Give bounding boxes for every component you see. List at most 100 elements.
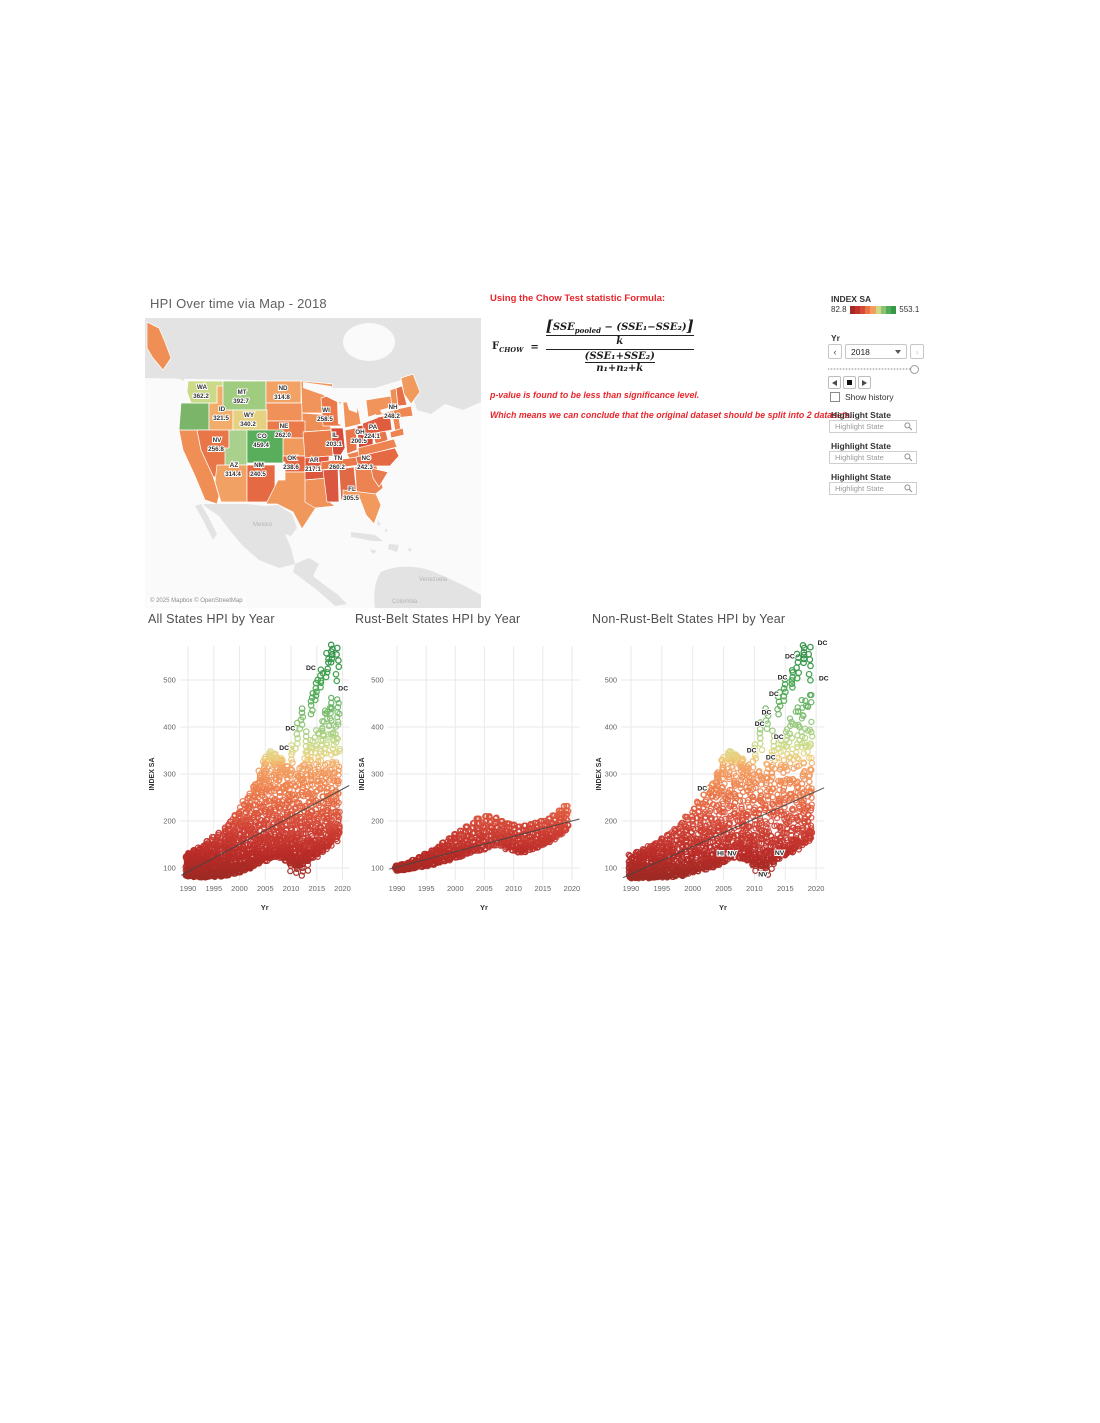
legend-max: 553.1 [899,305,920,314]
year-prev-button[interactable]: ‹ [828,344,842,359]
y-tick-label: 400 [605,723,618,732]
year-select[interactable]: 2018 [845,344,907,359]
show-history-checkbox[interactable]: Show history [830,392,894,402]
state-value: 262.0 [275,432,291,439]
y-tick-label: 500 [163,676,176,685]
state-NC[interactable] [355,447,400,467]
step-forward-icon [862,379,867,386]
point-annotation: DC [818,640,828,647]
state-value: 260.2 [329,464,345,471]
highlight-state-input[interactable] [833,452,904,463]
state-label: WA [197,384,208,391]
state-label: CO [257,433,267,440]
x-tick-label: 2020 [808,884,825,893]
highlight-state-search[interactable] [829,420,917,433]
state-label: NM [254,462,264,469]
stop-button[interactable] [843,376,856,389]
x-tick-label: 2005 [715,884,732,893]
state-label: NE [280,423,289,430]
point-annotation: DC [697,786,707,793]
slider-thumb[interactable] [910,365,919,374]
point-annotation: DC [755,721,765,728]
checkbox-box[interactable] [830,392,840,402]
trend-line [622,787,825,879]
state-NH[interactable] [395,385,408,407]
state-OR[interactable] [178,402,210,431]
state-label: OK [287,455,297,462]
x-tick-label: 1990 [389,884,406,893]
point-annotation: DC [766,755,776,762]
year-filter: ‹ 2018 › [828,344,924,359]
state-VA[interactable] [357,438,398,458]
step-forward-button[interactable] [858,376,871,389]
state-AZ[interactable] [214,464,248,503]
state-label: NV [213,437,223,444]
point-annotation: DC [762,710,772,717]
highlight-state-label: Highlight State [831,410,891,420]
point-annotation: DC [285,726,295,733]
state-label: OH [355,429,365,436]
highlight-state-search[interactable] [829,451,917,464]
formula-lhs: FCHOW [492,340,524,354]
state-ME[interactable] [400,373,421,405]
state-value: 203.1 [326,441,342,448]
y-tick-label: 300 [371,770,384,779]
y-axis-title: INDEX SA [359,757,366,790]
point-annotation: NV [758,872,768,879]
map-title: HPI Over time via Map - 2018 [150,296,327,311]
highlight-state-label: Highlight State [831,441,891,451]
state-IN[interactable] [344,427,358,455]
chow-formula: FCHOW = [SSEpooled − (SSE₁−SSE₂)] k (SSE… [492,319,694,374]
scatter-non-rust-belt[interactable]: 100 200 300 400 500 1990 1995 2000 2005 2010 2015 2… [592,630,832,930]
chevron-down-icon [895,349,901,354]
us-map[interactable]: Mexico Venezuela Colombia WA 362.2 MT 392.7 ND 3… [145,318,481,608]
state-label: IL [332,432,338,439]
state-value: 305.5 [343,495,359,502]
map-attribution[interactable]: © 2025 Mapbox © OpenStreetMap [147,597,246,606]
highlight-state-input[interactable] [833,421,904,432]
state-AK[interactable] [146,321,172,371]
state-label: FL [348,486,356,493]
x-tick-label: 1990 [623,884,640,893]
state-FL[interactable] [342,489,382,525]
scatter-rust-belt[interactable]: 100 200 300 400 500 1990 1995 2000 2005 2010 2015 2… [355,630,595,930]
chart-title-rust-belt: Rust-Belt States HPI by Year [355,612,521,626]
point-annotation: DC [747,748,757,755]
search-icon [904,422,913,431]
point-annotation: DC [778,674,788,681]
state-MA[interactable] [392,405,414,419]
highlight-state-search[interactable] [829,482,917,495]
state-label: ID [219,406,226,413]
year-next-button[interactable]: › [910,344,924,359]
state-label: ND [278,385,288,392]
legend-title: INDEX SA [831,294,872,304]
slider-track [828,368,918,370]
step-back-button[interactable] [828,376,841,389]
year-select-value: 2018 [851,346,870,357]
state-label: NH [388,404,398,411]
state-SC[interactable] [370,467,389,488]
state-MD[interactable] [389,427,405,439]
state-CO[interactable] [246,429,284,464]
playback-controls [828,376,871,389]
state-MS[interactable] [322,468,340,503]
year-slider[interactable] [828,365,919,374]
state-IL[interactable] [330,427,346,459]
state-label: WI [322,407,330,414]
highlight-state-input[interactable] [833,483,904,494]
point-annotation: NV [727,851,737,858]
state-label: AR [309,457,319,464]
y-tick-label: 200 [605,817,618,826]
x-tick-label: 2015 [534,884,551,893]
state-MO[interactable] [302,429,334,459]
x-tick-label: 2010 [746,884,763,893]
x-tick-label: 2010 [283,884,300,893]
conclusion-note: Which means we can conclude that the ori… [490,410,853,420]
state-value: 362.2 [193,393,209,400]
scatter-all-states[interactable]: 100 200 300 400 500 1990 1995 2000 2005 2010 2015 2… [145,630,385,930]
y-tick-label: 300 [163,770,176,779]
formula-equals: = [530,341,539,353]
state-SD[interactable] [265,402,303,422]
x-tick-label: 2000 [684,884,701,893]
stop-icon [847,380,852,385]
